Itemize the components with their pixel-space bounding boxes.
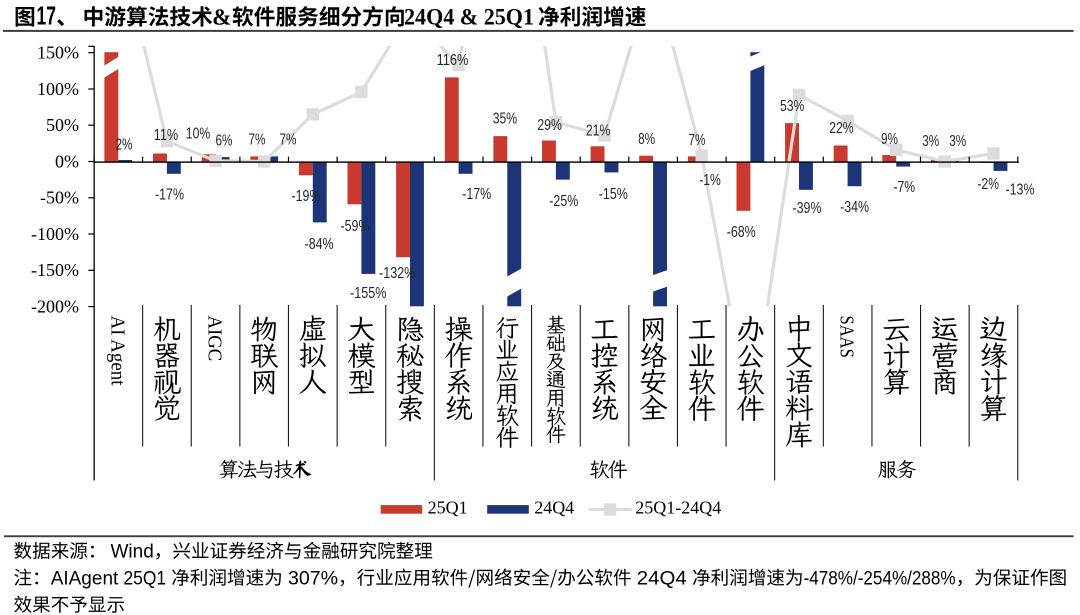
svg-text:25Q1: 25Q1 <box>124 568 167 589</box>
svg-text:-2%: -2% <box>978 176 1000 193</box>
svg-text:7%: 7% <box>280 131 297 148</box>
svg-text:Wind: Wind <box>111 542 154 563</box>
svg-text:24Q4: 24Q4 <box>534 498 574 518</box>
svg-text:10%: 10% <box>186 125 210 142</box>
svg-text:53%: 53% <box>780 98 804 115</box>
svg-text:6%: 6% <box>216 132 233 149</box>
svg-text:17: 17 <box>37 2 57 30</box>
svg-text:29%: 29% <box>537 117 561 134</box>
svg-text:21%: 21% <box>586 122 610 139</box>
svg-text:-7%: -7% <box>894 179 916 196</box>
svg-text:25Q1: 25Q1 <box>428 498 468 518</box>
svg-text:-200%: -200% <box>31 297 79 317</box>
svg-text:-68%: -68% <box>727 224 756 241</box>
svg-text:-132%: -132% <box>379 265 415 282</box>
svg-text:-25%: -25% <box>549 193 578 210</box>
svg-text:116%: 116% <box>437 52 469 69</box>
svg-text:0%: 0% <box>55 151 79 171</box>
svg-text:35%: 35% <box>493 111 517 128</box>
svg-text:9%: 9% <box>881 131 898 148</box>
svg-text:-17%: -17% <box>462 186 491 203</box>
svg-text:-150%: -150% <box>31 260 79 280</box>
svg-text:24Q4: 24Q4 <box>637 568 687 589</box>
svg-text:-155%: -155% <box>350 285 386 302</box>
svg-text:-19%: -19% <box>292 188 321 205</box>
svg-text:-100%: -100% <box>31 224 79 244</box>
svg-text:50%: 50% <box>46 115 79 135</box>
svg-text:AIAgent: AIAgent <box>51 568 119 589</box>
svg-text:11%: 11% <box>154 127 178 144</box>
svg-text:-13%: -13% <box>1006 182 1035 199</box>
svg-text:-15%: -15% <box>599 186 628 203</box>
svg-text:3%: 3% <box>949 133 966 150</box>
svg-text:-478%/-254%/288%: -478%/-254%/288% <box>804 568 956 589</box>
svg-text:22%: 22% <box>829 120 853 137</box>
svg-text:24Q4 & 25Q1: 24Q4 & 25Q1 <box>404 4 534 29</box>
svg-text:AIGC: AIGC <box>204 316 226 362</box>
svg-text:SAAS: SAAS <box>836 316 858 358</box>
svg-text:-50%: -50% <box>40 188 79 208</box>
svg-text:-39%: -39% <box>793 200 822 217</box>
svg-text:150%: 150% <box>37 43 79 63</box>
svg-text:307%: 307% <box>288 568 338 589</box>
svg-text:8%: 8% <box>638 131 655 148</box>
svg-text:-84%: -84% <box>305 236 334 253</box>
svg-text:-17%: -17% <box>155 186 184 203</box>
svg-text:2%: 2% <box>116 136 133 153</box>
svg-text:-1%: -1% <box>699 172 721 189</box>
svg-text:-34%: -34% <box>840 199 869 216</box>
svg-text:-59%: -59% <box>341 218 370 235</box>
svg-text:100%: 100% <box>37 79 79 99</box>
svg-text:25Q1-24Q4: 25Q1-24Q4 <box>635 498 721 518</box>
svg-text:3%: 3% <box>922 133 939 150</box>
svg-text:AI Agent: AI Agent <box>106 316 128 386</box>
svg-text:7%: 7% <box>689 132 706 149</box>
svg-text:7%: 7% <box>249 131 266 148</box>
